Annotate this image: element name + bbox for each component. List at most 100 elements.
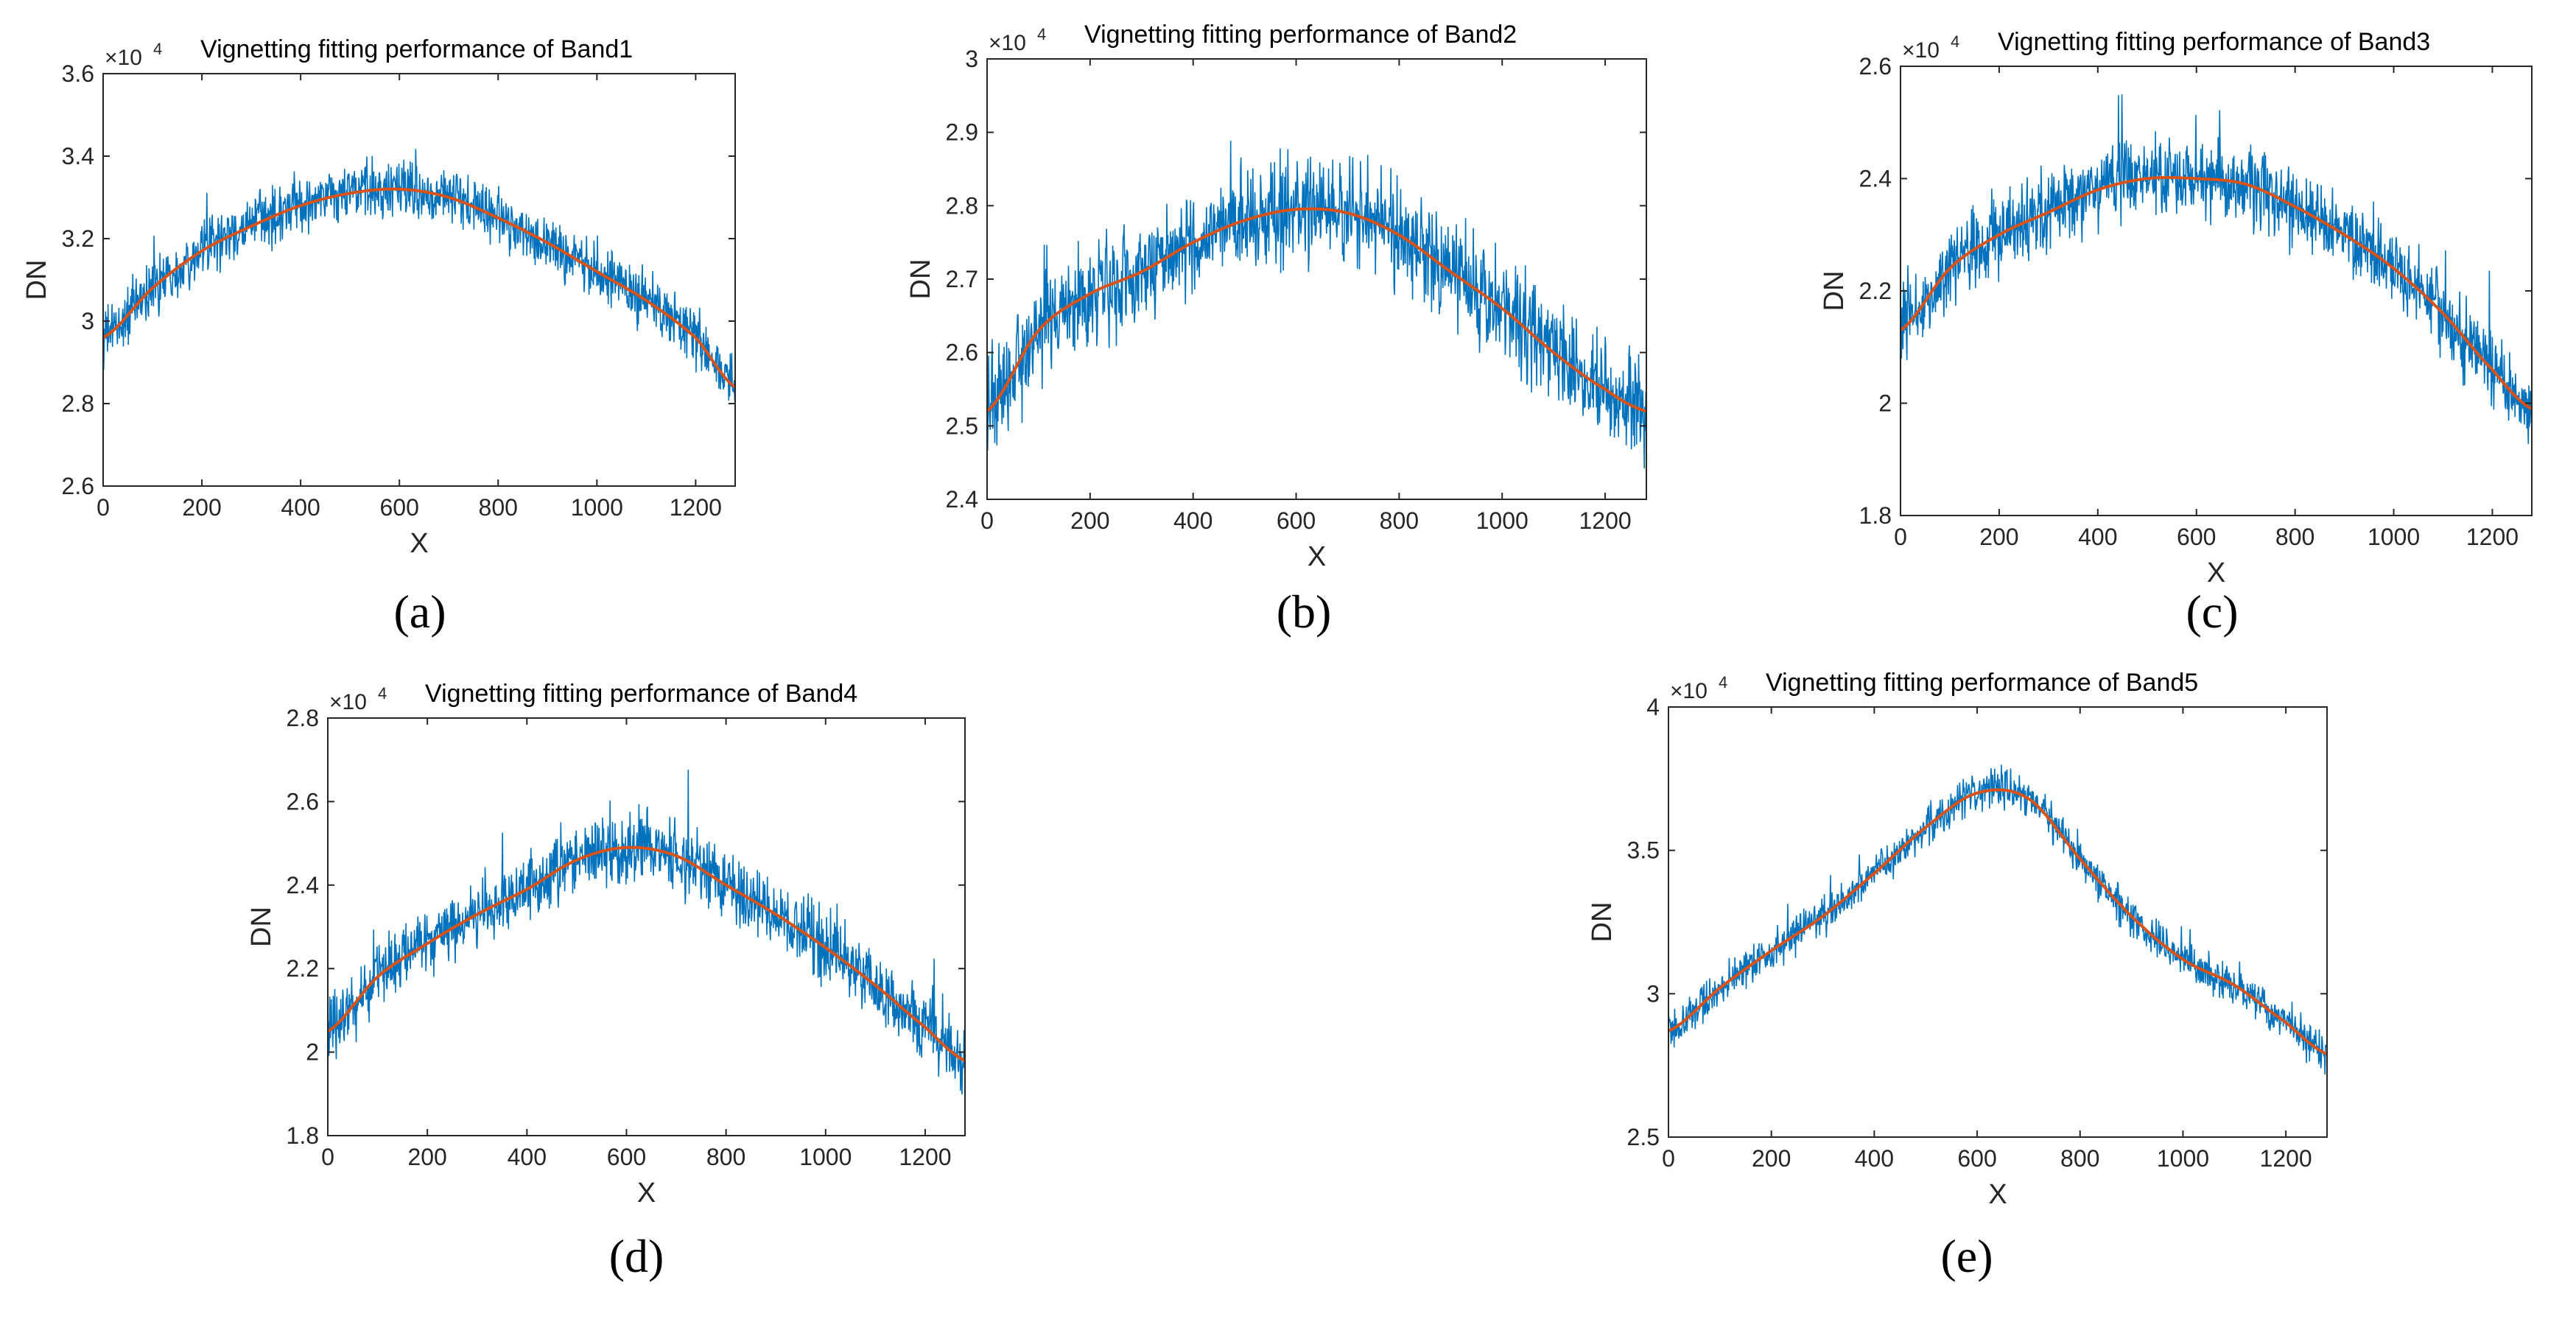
series-fitted-line [328,845,965,1062]
y-axis-label: DN [246,907,277,947]
x-axis-label: X [637,1178,656,1209]
series-observed-line [987,141,1646,469]
series-fitted-line [1901,176,2532,410]
series-fitted-line [103,187,735,389]
y-tick-label: 2.8 [62,390,94,417]
y-axis-label: DN [21,260,52,300]
x-tick-label: 200 [1979,524,2018,550]
panel-label: (c) [2186,585,2238,638]
x-tick-label: 800 [479,494,518,521]
plot-area [987,59,1646,499]
x-tick-label: 600 [379,494,418,521]
series-fitted-line [987,207,1646,413]
x-tick-label: 0 [1894,524,1907,550]
x-tick-label: 0 [96,494,110,521]
x-tick-label: 400 [2078,524,2117,550]
series-observed-line [103,149,735,405]
x-axis-label: X [1308,541,1326,572]
x-tick-label: 400 [1855,1145,1894,1172]
x-tick-label: 1000 [2157,1145,2209,1172]
x-tick-label: 200 [1752,1145,1791,1172]
x-tick-label: 1200 [2466,524,2519,550]
x-tick-label: 400 [508,1144,547,1170]
axes-frame [102,73,736,487]
x-tick-label: 800 [2275,524,2314,550]
chart-panel-1: 0 200 400 600 800 1000 1200 2.6 2.8 3 3.2 3.4 3.6 ×10… [21,35,736,638]
y-multiplier: ×10 [105,46,142,70]
x-tick-label: 600 [1957,1145,1996,1172]
x-tick-label: 1200 [2260,1145,2312,1172]
series-observed-line [328,770,965,1095]
x-tick-label: 600 [2177,524,2216,550]
y-tick-label: 2.6 [1859,53,1892,80]
y-multiplier-exponent: 4 [378,684,387,703]
x-axis-label: X [1988,1179,2007,1210]
series-observed-line [1668,764,2327,1075]
y-tick-label: 3 [1646,980,1660,1007]
y-axis-label: DN [1819,271,1850,312]
x-tick-label: 200 [407,1144,446,1170]
x-tick-label: 600 [1277,507,1316,534]
x-tick-label: 600 [607,1144,646,1170]
chart-title: Vignetting fitting performance of Band3 [1998,28,2430,56]
x-tick-label: 800 [706,1144,745,1170]
plot-area [1901,66,2532,516]
x-tick-label: 1200 [670,494,722,521]
y-tick-label: 3.6 [62,60,94,87]
y-tick-label: 3.2 [62,225,94,252]
x-tick-label: 400 [1173,507,1212,534]
x-tick-label: 0 [980,507,994,534]
y-tick-label: 2.2 [1859,278,1892,304]
y-tick-label: 1.8 [287,1122,319,1149]
y-multiplier: ×10 [1670,679,1708,703]
y-multiplier-exponent: 4 [153,40,162,58]
chart-title: Vignetting fitting performance of Band5 [1766,669,2198,697]
y-multiplier-exponent: 4 [1037,25,1046,43]
y-tick-label: 2.8 [946,192,978,219]
chart-panel-2: 0 200 400 600 800 1000 1200 2.4 2.5 2.6 2.7 2.8 2.9 3… [905,21,1647,638]
y-tick-label: 3.5 [1627,837,1660,864]
panel-label: (e) [1940,1230,1993,1282]
y-tick-label: 4 [1646,694,1660,720]
panel-label: (b) [1277,585,1332,638]
chart-title: Vignetting fitting performance of Band2 [1084,21,1517,49]
y-tick-label: 2.9 [946,119,978,146]
y-tick-label: 1.8 [1859,502,1892,529]
x-axis-label: X [410,528,428,559]
chart-title: Vignetting fitting performance of Band4 [425,680,857,708]
y-tick-label: 2.6 [287,788,319,815]
panel-label: (d) [609,1230,664,1282]
y-tick-label: 2.6 [62,473,94,499]
x-tick-label: 1000 [2368,524,2420,550]
y-multiplier: ×10 [1902,38,1940,63]
x-tick-label: 1000 [571,494,623,521]
y-tick-label: 2.4 [946,486,978,513]
axes-frame [327,717,966,1136]
x-tick-label: 200 [182,494,221,521]
chart-panel-3: 0 200 400 600 800 1000 1200 1.8 2 2.2 2.4 2.6 ×10 4 Vi… [1819,28,2533,638]
y-multiplier: ×10 [329,690,367,714]
y-axis-label: DN [905,259,936,300]
y-multiplier-exponent: 4 [1719,673,1727,692]
chart-panel-5: 0 200 400 600 800 1000 1200 2.5 3 3.5 4 ×10 4 Vignett… [1587,669,2328,1282]
y-tick-label: 2.4 [287,872,319,898]
series-observed-line [1901,94,2532,444]
y-tick-label: 2 [306,1039,319,1066]
y-tick-label: 2.7 [946,266,978,292]
y-tick-label: 3 [81,308,94,334]
plot-area [328,718,965,1136]
x-tick-label: 1200 [899,1144,951,1170]
plot-area [103,74,735,486]
y-multiplier: ×10 [989,31,1026,55]
chart-title: Vignetting fitting performance of Band1 [200,35,633,63]
x-tick-label: 800 [2060,1145,2099,1172]
chart-panel-4: 0 200 400 600 800 1000 1200 1.8 2 2.2 2.4 2.6 2.8 ×10… [246,680,966,1282]
x-tick-label: 1200 [1579,507,1631,534]
plot-area [1668,707,2327,1137]
y-tick-label: 2.2 [287,955,319,982]
x-tick-label: 1000 [1476,507,1529,534]
x-tick-label: 0 [1662,1145,1675,1172]
y-tick-label: 2.6 [946,340,978,366]
y-tick-label: 2.8 [287,705,319,731]
